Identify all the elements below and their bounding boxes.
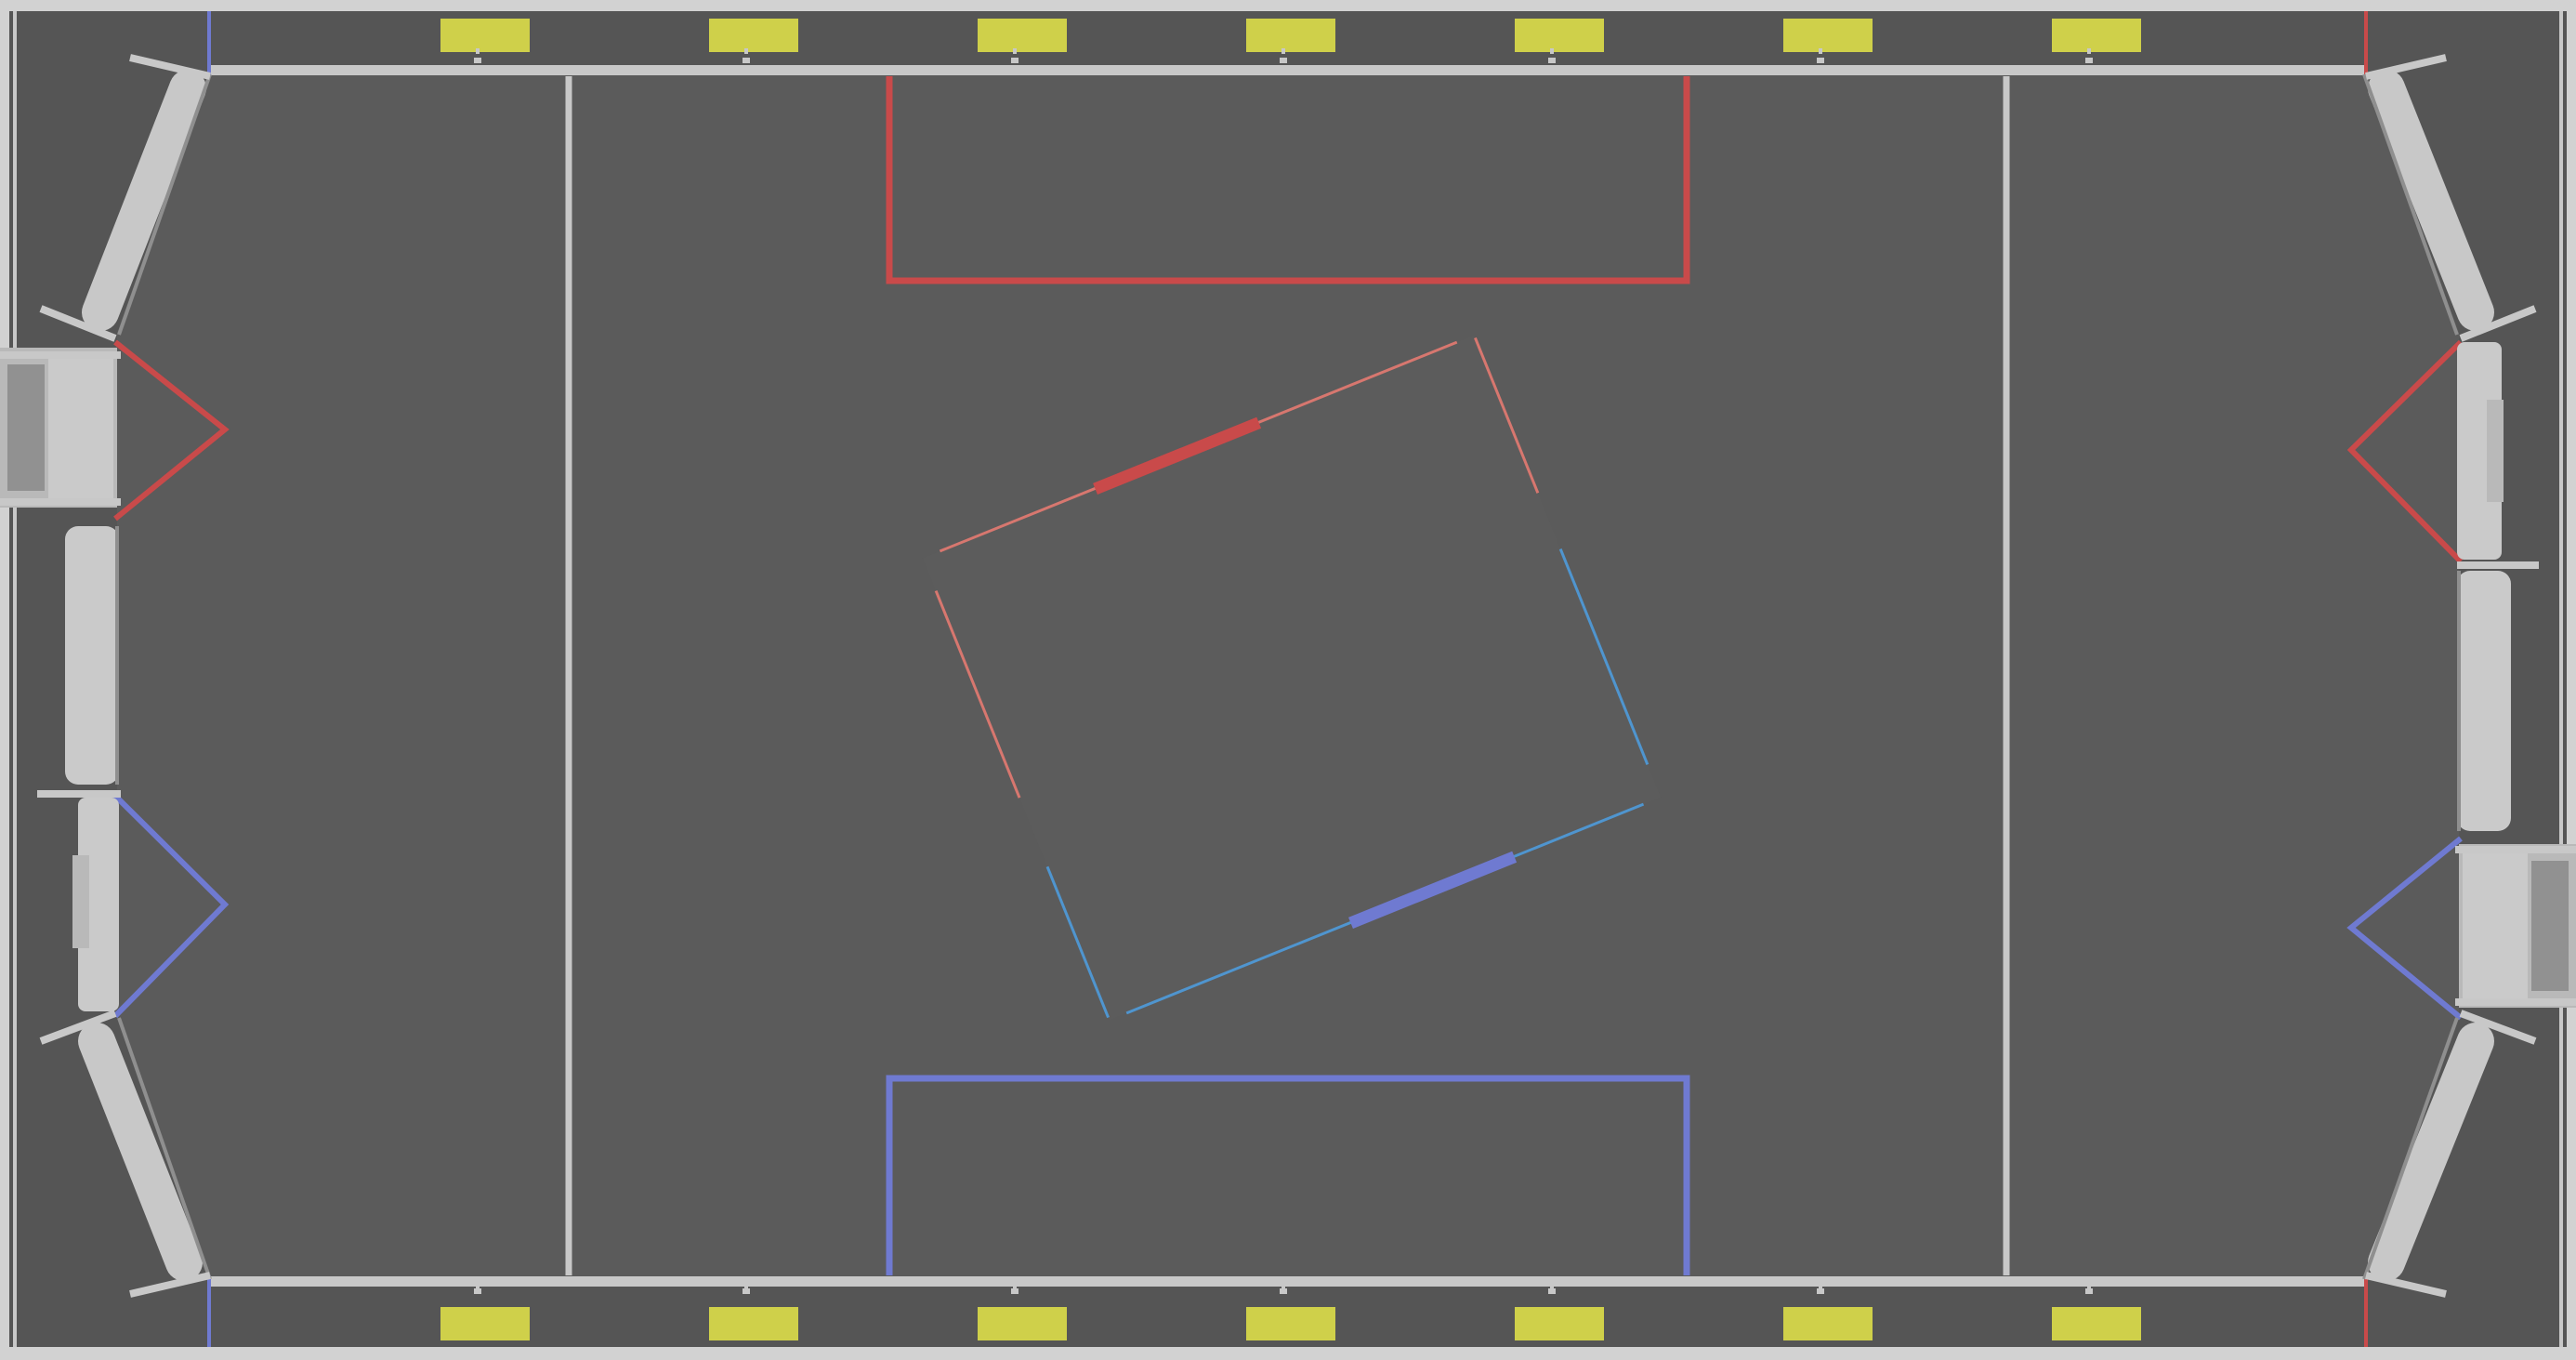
top-rail <box>208 65 2366 75</box>
yellow-panel-foot-top <box>1548 58 1556 63</box>
bracket-tl-1 <box>129 54 211 80</box>
yellow-panel-bottom <box>440 1307 530 1340</box>
left-station-top-inner <box>48 355 113 500</box>
yellow-panel-top <box>709 19 798 52</box>
bracket-tr-2 <box>2459 305 2537 342</box>
central-red-left-edge <box>934 590 1021 799</box>
yellow-panel-foot-top <box>1817 58 1824 63</box>
yellow-panel-top <box>1783 19 1873 52</box>
panel-group <box>440 19 2141 1340</box>
bracket-bl-2 <box>39 1010 117 1045</box>
yellow-panel-top <box>978 19 1067 52</box>
bracket-br-1 <box>2365 1272 2447 1298</box>
central-zone-fill <box>922 335 1662 1021</box>
bracket-tl-2 <box>39 305 117 342</box>
yellow-panel-top <box>1515 19 1604 52</box>
left-station-bottom <box>78 798 119 1011</box>
yellow-panel-foot-top <box>1011 58 1019 63</box>
red-bar <box>1093 416 1262 495</box>
yellow-panel-foot-bottom <box>1280 1288 1287 1294</box>
blue-bottom-zone <box>886 1075 1690 1275</box>
red-left-triangle <box>113 339 230 522</box>
wall-bottom-left <box>78 1023 203 1281</box>
right-wall-middle-edge <box>2457 571 2461 831</box>
yellow-panel-bottom <box>2052 1307 2141 1340</box>
central-red-right-edge <box>1474 337 1540 494</box>
left-station-top-bar <box>0 351 121 359</box>
central-blue-left-edge <box>1045 865 1110 1019</box>
central-blue-right-edge <box>1558 548 1649 765</box>
right-station-top-notch <box>2487 400 2504 502</box>
blue-bar <box>1348 851 1518 929</box>
yellow-panel-foot-top <box>1280 58 1287 63</box>
yellow-panel-top <box>1246 19 1335 52</box>
yellow-panel-bottom <box>709 1307 798 1340</box>
right-station-bottom-inner <box>2463 852 2528 1000</box>
right-station-bottom-slot <box>2531 861 2569 991</box>
right-station-bottom-bar <box>2455 846 2576 853</box>
yellow-panel-foot-bottom <box>1817 1288 1824 1294</box>
yellow-panel-foot-bottom <box>2085 1288 2093 1294</box>
wall-top-right-edge <box>2362 73 2459 336</box>
bracket-bl-1 <box>129 1272 211 1298</box>
yellow-panel-foot-bottom <box>743 1288 750 1294</box>
wall-bottom-right-edge <box>2362 1017 2459 1280</box>
left-station-bottom-notch <box>72 855 89 948</box>
wall-top-left <box>82 70 206 331</box>
yellow-panel-foot-bottom <box>474 1288 481 1294</box>
wall-bottom-left-edge <box>117 1017 212 1280</box>
wall-top-left-edge <box>117 73 212 336</box>
right-station-top <box>2457 342 2502 560</box>
left-wall-middle-edge <box>115 526 119 785</box>
yellow-panel-top <box>2052 19 2141 52</box>
central-zone <box>922 335 1662 1021</box>
blue-right-triangle <box>2346 836 2463 1021</box>
left-end-structures <box>0 348 121 1011</box>
right-station-top-bar <box>2457 561 2539 569</box>
left-station-bottom-bar <box>37 790 121 798</box>
bottom-rail <box>208 1276 2366 1287</box>
right-station-bottom-bar2 <box>2455 998 2576 1006</box>
red-top-zone <box>886 76 1690 284</box>
yellow-panel-foot-bottom <box>1011 1288 1019 1294</box>
yellow-panel-top <box>440 19 530 52</box>
yellow-panel-bottom <box>1783 1307 1873 1340</box>
red-right-triangle <box>2346 339 2464 564</box>
left-station-top-slot <box>7 364 45 491</box>
yellow-panel-foot-top <box>2085 58 2093 63</box>
yellow-panel-bottom <box>1515 1307 1604 1340</box>
yellow-panel-foot-top <box>474 58 481 63</box>
left-wall-middle <box>65 526 119 785</box>
yellow-panel-bottom <box>1246 1307 1335 1340</box>
bracket-tr-1 <box>2365 54 2447 80</box>
blue-left-triangle <box>112 793 230 1019</box>
yellow-panel-foot-top <box>743 58 750 63</box>
left-station-top-bar2 <box>0 498 121 506</box>
right-wall-middle <box>2457 571 2511 831</box>
yellow-panel-foot-bottom <box>1548 1288 1556 1294</box>
wall-bottom-right <box>2368 1023 2494 1281</box>
yellow-panel-bottom <box>978 1307 1067 1340</box>
bracket-br-2 <box>2459 1010 2537 1045</box>
wall-top-right <box>2368 70 2494 331</box>
diagonal-walls <box>39 54 2537 1298</box>
right-end-structures <box>2455 342 2576 1008</box>
